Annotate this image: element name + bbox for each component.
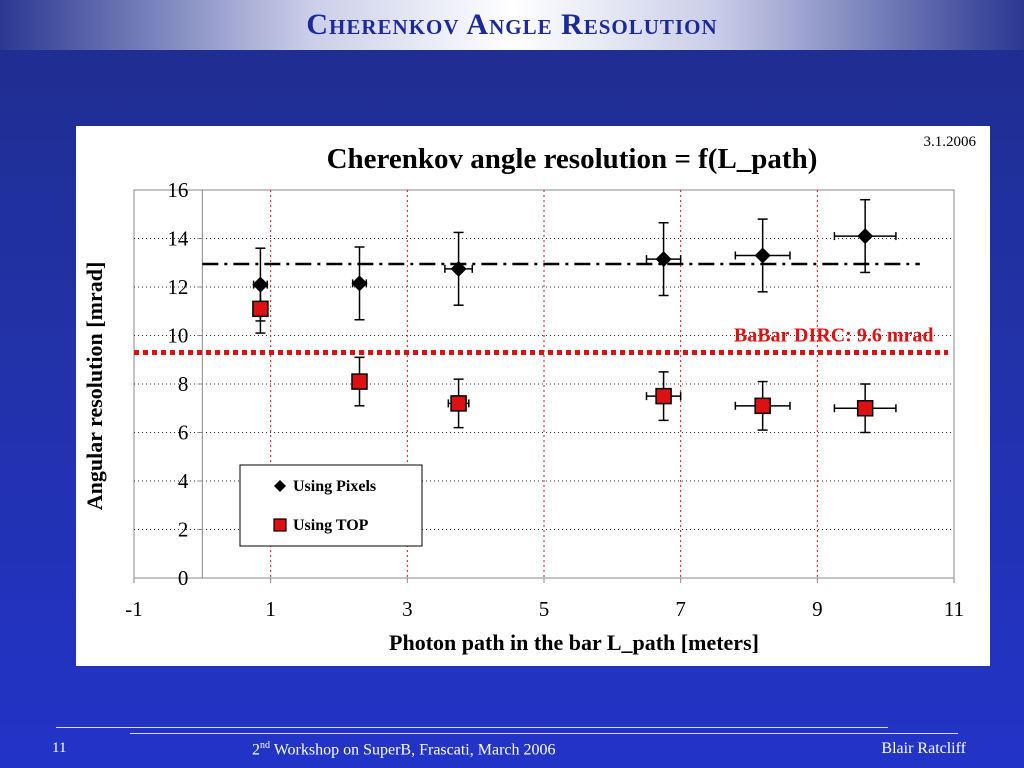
slide-title: Cherenkov Angle Resolution (306, 8, 718, 41)
chart-date-label: 3.1.2006 (924, 134, 977, 150)
legend-marker-diamond (274, 480, 286, 492)
footer-workshop-text: Workshop on SuperB, Frascati, March 2006 (270, 741, 556, 759)
legend-box (239, 464, 423, 547)
legend-label: Using Pixels (293, 478, 376, 495)
y-tick-label: 4 (178, 469, 189, 493)
x-axis-label: Photon path in the bar L_path [meters] (389, 630, 759, 655)
data-point-top (655, 387, 672, 405)
data-point-pixels (754, 247, 771, 264)
data-point-top (450, 395, 467, 412)
footer-workshop-number: 2 (252, 741, 260, 759)
title-band (0, 0, 1024, 50)
x-tick-label: -1 (125, 597, 143, 621)
footer-workshop-ordinal: nd (260, 740, 270, 751)
y-tick-label: 0 (178, 566, 189, 590)
x-tick-label: 5 (539, 597, 550, 621)
y-tick-label: 6 (178, 421, 189, 445)
data-point-top (754, 397, 771, 415)
x-tick-label: 7 (675, 597, 686, 621)
reference-line-label: BaBar DIRC: 9.6 mrad (734, 324, 934, 346)
x-tick-label: 11 (944, 597, 964, 621)
y-tick-label: 12 (167, 275, 188, 299)
x-tick-label: 9 (812, 597, 823, 621)
y-tick-label: 10 (167, 324, 188, 348)
x-tick-label: 1 (265, 597, 276, 621)
x-tick-label: 3 (402, 597, 413, 621)
footer-workshop: 2nd Workshop on SuperB, Frascati, March … (252, 740, 556, 759)
data-point-pixels (655, 251, 672, 268)
chart-svg: 0 2 4 6 8 10 12 14 16 -1 1 3 5 7 9 11 Cherenkov angle re… (82, 134, 977, 655)
footer-author: Blair Ratcliff (881, 740, 966, 757)
legend-label: Using TOP (293, 517, 369, 534)
footer-divider (56, 727, 888, 728)
y-tick-label: 14 (167, 227, 189, 251)
data-point-pixels (351, 275, 368, 292)
chart-panel: 0 2 4 6 8 10 12 14 16 -1 1 3 5 7 9 11 Cherenkov angle re… (76, 126, 990, 666)
legend-marker-square (273, 518, 287, 532)
footer-divider-secondary (130, 733, 958, 734)
y-tick-label: 2 (178, 518, 189, 542)
data-point-pixels (857, 228, 874, 245)
data-point-top (351, 373, 368, 390)
y-tick-label: 8 (178, 372, 189, 396)
data-point-top (252, 300, 269, 318)
y-axis-label: Angular resolution [mrad] (82, 262, 107, 511)
chart-title: Cherenkov angle resolution = f(L_path) (327, 143, 818, 175)
data-point-pixels (450, 260, 467, 277)
y-tick-label: 16 (167, 178, 188, 202)
data-point-top (856, 400, 874, 417)
slide-number: 11 (52, 740, 67, 756)
